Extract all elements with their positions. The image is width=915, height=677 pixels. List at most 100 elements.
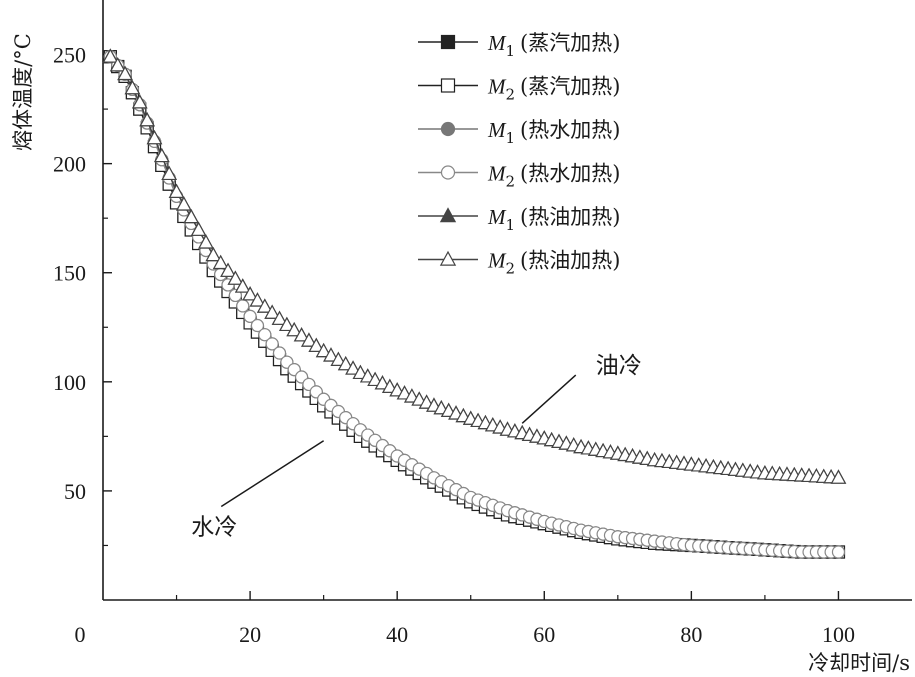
- y-axis-label: 熔体温度/°C: [11, 33, 35, 151]
- legend-heating-method: (蒸汽加热): [520, 31, 620, 55]
- data-point: [117, 65, 133, 81]
- legend-marker: [439, 250, 457, 266]
- data-point: [264, 304, 280, 319]
- data-point: [374, 375, 391, 390]
- legend-marker: [440, 165, 456, 180]
- x-tick-label: 80: [680, 622, 702, 647]
- x-tick-label: 100: [822, 622, 855, 647]
- legend-subscript: 2: [506, 86, 516, 104]
- data-point: [315, 342, 332, 358]
- y-tick-label: 200: [53, 152, 86, 177]
- annotation-pointer: [220, 440, 325, 508]
- x-axis-label: 冷却时间/s: [808, 651, 910, 675]
- y-tick-label: 50: [64, 479, 86, 504]
- legend-heating-method: (热水加热): [520, 118, 620, 142]
- legend-entry-4: M2 (热水加热): [418, 162, 620, 191]
- legend-marker: [439, 207, 457, 223]
- data-point: [286, 321, 303, 337]
- series-line: [109, 56, 839, 553]
- x-tick-label: 40: [386, 622, 408, 647]
- data-point: [242, 286, 258, 301]
- series-3: [103, 50, 846, 559]
- data-point: [271, 310, 288, 325]
- data-point: [183, 208, 200, 224]
- legend-label: M1 (热油加热): [487, 205, 620, 234]
- data-point: [352, 364, 369, 380]
- data-point: [176, 196, 192, 211]
- legend-heating-method: (热油加热): [520, 205, 620, 229]
- annotation-label: 水冷: [191, 515, 237, 541]
- legend: M1 (蒸汽加热)M2 (蒸汽加热)M1 (热水加热)M2 (热水加热)M1 (热油加热)…: [418, 31, 620, 278]
- legend-symbol: M: [487, 249, 507, 273]
- data-point: [227, 270, 244, 285]
- series-1: [103, 50, 846, 559]
- legend-label: M1 (热水加热): [487, 118, 620, 147]
- legend-heating-method: (热水加热): [520, 162, 620, 186]
- legend-entry-1: M1 (蒸汽加热): [418, 31, 620, 60]
- data-point: [293, 327, 310, 342]
- data-point: [258, 328, 272, 342]
- data-point: [198, 234, 214, 249]
- legend-subscript: 1: [506, 129, 516, 147]
- x-tick-label: 60: [533, 622, 555, 647]
- data-point: [212, 254, 229, 270]
- legend-label: M1 (蒸汽加热): [487, 31, 620, 60]
- x-tick-label: 0: [75, 622, 86, 647]
- data-point: [168, 183, 185, 198]
- legend-subscript: 1: [506, 42, 516, 60]
- data-point: [124, 79, 141, 95]
- legend-subscript: 2: [506, 173, 516, 191]
- legend-label: M2 (蒸汽加热): [487, 75, 620, 104]
- data-point: [234, 278, 251, 293]
- legend-marker: [440, 34, 456, 50]
- y-tick-label: 150: [53, 261, 86, 286]
- legend-label: M2 (热水加热): [487, 162, 620, 191]
- legend-symbol: M: [487, 75, 507, 99]
- legend-symbol: M: [487, 118, 507, 142]
- data-point: [220, 262, 236, 277]
- x-tick-label: 20: [239, 622, 261, 647]
- legend-heating-method: (蒸汽加热): [520, 75, 620, 99]
- data-point: [161, 165, 178, 181]
- data-point: [243, 309, 257, 323]
- data-point: [308, 337, 325, 352]
- data-point: [337, 355, 354, 371]
- legend-symbol: M: [487, 31, 507, 55]
- legend-subscript: 1: [506, 216, 516, 234]
- data-point: [256, 298, 273, 313]
- data-point: [102, 48, 119, 63]
- data-point: [265, 337, 279, 351]
- series-line: [109, 56, 839, 553]
- legend-symbol: M: [487, 162, 507, 186]
- legend-label: M2 (热油加热): [487, 249, 620, 278]
- data-point: [205, 246, 222, 262]
- data-point: [190, 221, 207, 236]
- legend-subscript: 2: [506, 260, 516, 278]
- data-point: [831, 545, 846, 559]
- data-point: [236, 299, 250, 313]
- legend-entry-6: M2 (热油加热): [418, 249, 620, 278]
- y-tick-label: 250: [53, 43, 86, 68]
- data-point: [146, 129, 163, 145]
- plot-area: [102, 48, 847, 559]
- data-point: [830, 469, 847, 484]
- y-tick-label: 100: [53, 370, 86, 395]
- series-line: [109, 56, 839, 553]
- data-point: [301, 332, 317, 347]
- data-point: [345, 360, 361, 375]
- data-point: [359, 368, 376, 383]
- series-6: [102, 48, 847, 484]
- series-4: [103, 50, 846, 559]
- annotation-label: 油冷: [596, 353, 642, 379]
- data-point: [272, 346, 287, 360]
- legend-symbol: M: [487, 205, 507, 229]
- data-point: [109, 57, 126, 72]
- legend-heating-method: (热油加热): [520, 249, 620, 273]
- data-point: [250, 318, 265, 333]
- data-point: [381, 378, 398, 394]
- data-point: [139, 112, 155, 127]
- data-point: [279, 316, 295, 332]
- data-point: [154, 147, 170, 163]
- legend-marker: [440, 121, 456, 137]
